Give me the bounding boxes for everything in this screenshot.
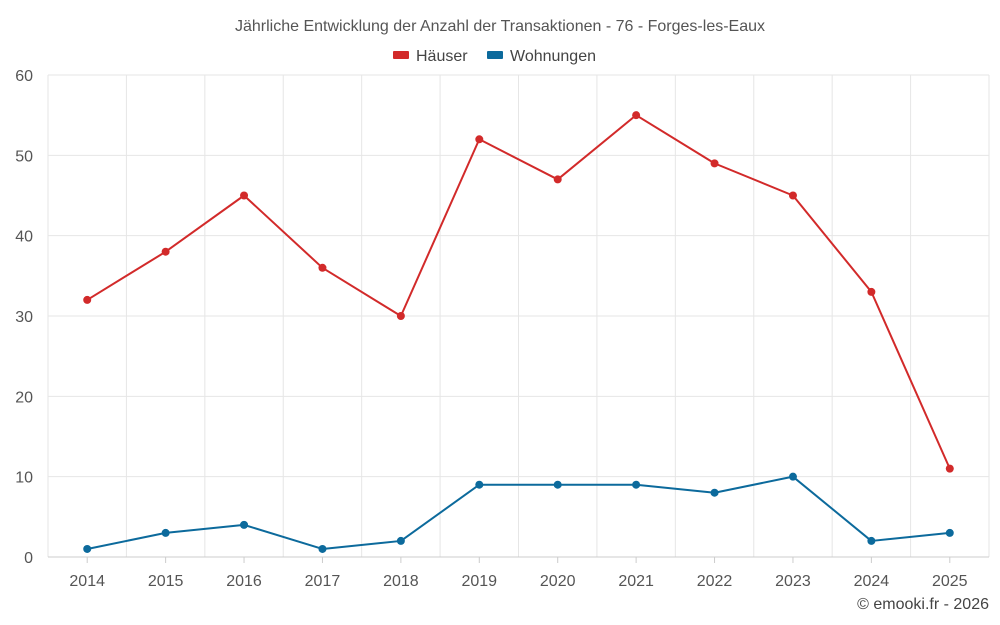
data-point-wohnungen[interactable] (632, 480, 641, 489)
data-point-wohnungen[interactable] (396, 536, 405, 545)
x-tick-label: 2023 (775, 573, 811, 590)
data-point-wohnungen[interactable] (161, 528, 170, 537)
grid (47, 74, 990, 557)
data-point-wohnungen[interactable] (83, 544, 92, 553)
x-tick-label: 2017 (305, 573, 341, 590)
chart-title: Jährliche Entwicklung der Anzahl der Tra… (235, 18, 765, 35)
data-point-haeuser[interactable] (83, 295, 92, 304)
data-point-haeuser[interactable] (867, 287, 876, 296)
data-point-wohnungen[interactable] (945, 528, 954, 537)
x-tick-label: 2014 (69, 573, 105, 590)
series-wohnungen (83, 472, 954, 553)
data-point-haeuser[interactable] (318, 263, 327, 272)
x-tick-label: 2020 (540, 573, 576, 590)
y-tick-label: 0 (24, 550, 33, 567)
x-tick-label: 2024 (854, 573, 890, 590)
y-tick-label: 20 (15, 389, 33, 406)
data-point-haeuser[interactable] (710, 159, 719, 168)
data-point-haeuser[interactable] (553, 175, 562, 184)
x-tick-label: 2018 (383, 573, 419, 590)
series-line-wohnungen (87, 475, 950, 550)
data-point-wohnungen[interactable] (318, 544, 327, 553)
data-point-wohnungen[interactable] (553, 480, 562, 489)
data-point-wohnungen[interactable] (240, 520, 249, 529)
x-tick-label: 2022 (697, 573, 733, 590)
series-line-haeuser (86, 114, 951, 470)
y-tick-label: 60 (15, 68, 33, 85)
legend-item-wohnungen[interactable]: Wohnungen (487, 48, 596, 65)
credit-text: © emooki.fr - 2026 (857, 596, 989, 613)
data-point-haeuser[interactable] (945, 464, 954, 473)
y-tick-label: 30 (15, 309, 33, 326)
data-point-haeuser[interactable] (240, 191, 249, 200)
x-tick-label: 2021 (618, 573, 654, 590)
y-tick-label: 10 (15, 470, 33, 487)
x-tick-label: 2016 (226, 573, 262, 590)
data-point-wohnungen[interactable] (867, 536, 876, 545)
legend-item-haeuser[interactable]: Häuser (393, 48, 468, 65)
y-axis-ticks: 0 10 20 30 40 50 60 (15, 68, 33, 567)
data-point-haeuser[interactable] (632, 111, 641, 120)
legend-swatch-haeuser (393, 51, 409, 59)
series-layer (83, 111, 954, 553)
data-point-haeuser[interactable] (475, 135, 484, 144)
y-tick-label: 40 (15, 229, 33, 246)
data-point-wohnungen[interactable] (710, 488, 719, 497)
x-tick-label: 2025 (932, 573, 968, 590)
data-point-haeuser[interactable] (396, 312, 405, 320)
data-point-haeuser[interactable] (788, 191, 797, 200)
legend-label-haeuser: Häuser (416, 48, 468, 65)
legend-label-wohnungen: Wohnungen (510, 48, 596, 65)
data-point-wohnungen[interactable] (788, 472, 797, 481)
series-haeuser (83, 111, 954, 473)
data-point-wohnungen[interactable] (475, 480, 484, 489)
x-axis-ticks: 2014 2015 2016 2017 2018 2019 2020 2021 2022 2023… (69, 557, 968, 590)
x-tick-label: 2019 (461, 573, 497, 590)
y-tick-label: 50 (15, 148, 33, 165)
data-point-haeuser[interactable] (161, 247, 170, 256)
x-tick-label: 2015 (148, 573, 184, 590)
legend-swatch-wohnungen (487, 51, 503, 59)
legend: Häuser Wohnungen (393, 48, 596, 65)
